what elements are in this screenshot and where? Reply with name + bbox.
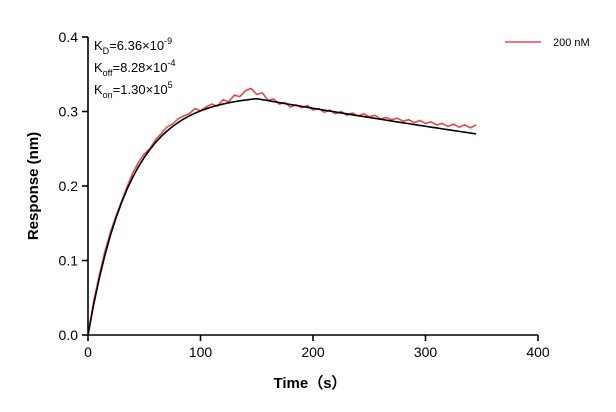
legend-label: 200 nM [553,37,590,49]
annotation-superscript: -4 [167,58,175,68]
annotation-text: =6.36×10 [109,38,164,53]
annotation-subscript: off [103,68,113,78]
annotation-superscript: -9 [164,36,172,46]
annotation-text: =1.30×10 [113,82,168,97]
annotation-symbol: K [94,38,103,53]
x-tick-label: 300 [414,344,438,360]
x-tick-label: 0 [84,344,92,360]
annotation-symbol: K [94,82,103,97]
y-tick-label: 0.2 [59,178,79,194]
annotation-superscript: 5 [168,80,173,90]
annotation: Kon=1.30×105 [94,80,173,100]
y-tick-label: 0.1 [59,253,79,269]
annotation-text: =8.28×10 [113,60,168,75]
annotation: Koff=8.28×10-4 [94,58,175,78]
annotation-subscript: on [103,90,113,100]
x-tick-label: 400 [526,344,550,360]
x-tick-label: 100 [189,344,213,360]
annotation-subscript: D [103,46,110,56]
y-tick-label: 0.3 [59,104,79,120]
x-tick-label: 200 [301,344,325,360]
x-axis-label: Time（s） [273,374,346,392]
y-tick-label: 0.0 [59,327,79,343]
annotation-symbol: K [94,60,103,75]
y-axis-label: Response (nm) [25,132,42,240]
annotation: KD=6.36×10-9 [94,36,172,56]
y-tick-label: 0.4 [59,29,79,45]
series-line [87,97,477,336]
